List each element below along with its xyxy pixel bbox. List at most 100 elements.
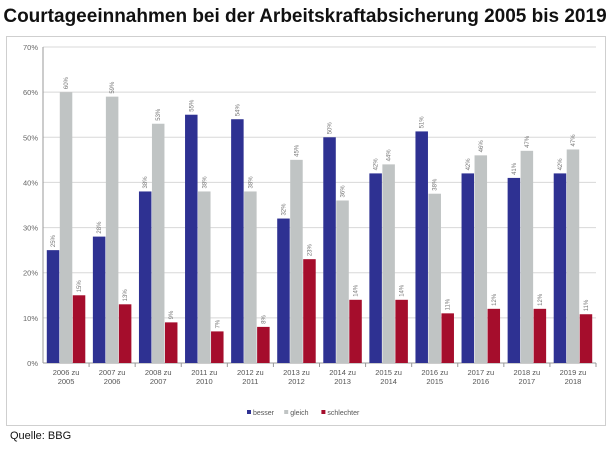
- bar-schlechter: [441, 313, 454, 363]
- bar-gleich: [59, 92, 73, 363]
- bar-gleich: [244, 191, 257, 363]
- x-tick-label: 2014 zu: [329, 368, 356, 377]
- data-label-schlechter: 15%: [77, 280, 83, 293]
- x-tick-label: 2011: [242, 377, 258, 386]
- bar-schlechter: [349, 299, 362, 363]
- bar-gleich: [520, 150, 534, 363]
- data-label-schlechter: 9%: [169, 310, 175, 319]
- x-tick-label: 2006 zu: [53, 368, 80, 377]
- bar-besser: [231, 119, 244, 363]
- x-tick-label: 2015: [426, 377, 443, 386]
- bar-gleich: [474, 155, 488, 363]
- bar-schlechter: [118, 304, 132, 363]
- legend-swatch: [247, 410, 251, 414]
- data-label-schlechter: 14%: [400, 284, 406, 297]
- x-tick-label: 2016 zu: [421, 368, 448, 377]
- data-label-gleich: 44%: [387, 149, 393, 162]
- x-tick-label: 2006: [104, 377, 121, 386]
- x-tick-label: 2014: [380, 377, 397, 386]
- x-tick-label: 2013: [334, 377, 351, 386]
- x-tick-label: 2012 zu: [237, 368, 264, 377]
- x-tick-label: 2013 zu: [283, 368, 310, 377]
- x-tick-label: 2005: [58, 377, 75, 386]
- data-label-gleich: 46%: [479, 140, 485, 153]
- bar-schlechter: [395, 299, 408, 363]
- data-label-schlechter: 23%: [307, 243, 313, 256]
- x-tick-label: 2019 zu: [560, 368, 587, 377]
- bar-schlechter: [579, 314, 593, 363]
- bar-gleich: [198, 191, 211, 363]
- bar-schlechter: [533, 308, 547, 363]
- legend-swatch: [321, 410, 326, 414]
- x-tick-label: 2018: [565, 377, 582, 386]
- legend-label: schlechter: [327, 410, 360, 417]
- page-title: Courtageeinnahmen bei der Arbeitskraftab…: [3, 6, 607, 27]
- data-label-besser: 38%: [143, 176, 149, 189]
- data-label-gleich: 53%: [156, 108, 162, 121]
- data-label-gleich: 47%: [525, 135, 531, 148]
- bar-besser: [323, 137, 336, 363]
- bar-chart: 0%10%20%30%40%50%60%70%25%60%15%2006 zu2…: [23, 43, 597, 417]
- bar-besser: [185, 114, 198, 363]
- bar-besser: [369, 173, 382, 363]
- bar-besser: [92, 236, 106, 363]
- x-tick-label: 2015 zu: [375, 368, 402, 377]
- data-label-besser: 42%: [466, 158, 472, 171]
- bar-schlechter: [257, 326, 270, 363]
- bar-schlechter: [72, 295, 86, 363]
- x-tick-label: 2007 zu: [99, 368, 126, 377]
- data-label-schlechter: 8%: [261, 315, 267, 324]
- data-label-schlechter: 14%: [354, 284, 360, 297]
- data-label-gleich: 38%: [248, 176, 254, 189]
- x-tick-label: 2012: [288, 377, 305, 386]
- y-tick-label: 0%: [27, 359, 38, 368]
- legend-swatch: [284, 410, 289, 414]
- bar-besser: [415, 131, 428, 363]
- data-label-besser: 41%: [512, 162, 518, 175]
- source-note: Quelle: BBG: [10, 430, 72, 442]
- bar-besser: [277, 218, 290, 363]
- bar-gleich: [151, 123, 165, 363]
- data-label-besser: 51%: [420, 116, 426, 129]
- data-label-besser: 32%: [281, 203, 287, 216]
- bar-schlechter: [164, 322, 178, 363]
- y-tick-label: 40%: [23, 178, 38, 187]
- data-label-schlechter: 11%: [584, 299, 590, 311]
- data-label-besser: 25%: [51, 234, 57, 247]
- bar-besser: [46, 250, 60, 363]
- data-label-schlechter: 13%: [123, 289, 129, 302]
- bar-gleich: [428, 193, 441, 363]
- legend-label: gleich: [290, 410, 308, 417]
- data-label-schlechter: 12%: [492, 293, 498, 306]
- legend-label: besser: [253, 410, 275, 417]
- y-tick-label: 20%: [23, 269, 38, 278]
- data-label-besser: 42%: [374, 158, 380, 171]
- data-label-gleich: 38%: [202, 176, 208, 189]
- data-label-gleich: 38%: [433, 178, 439, 191]
- bar-schlechter: [487, 308, 501, 363]
- bar-besser: [138, 191, 152, 363]
- data-label-gleich: 47%: [571, 134, 577, 147]
- y-tick-label: 50%: [23, 133, 38, 142]
- y-tick-label: 60%: [23, 88, 38, 97]
- y-tick-label: 70%: [23, 43, 38, 52]
- bar-schlechter: [303, 259, 316, 363]
- data-label-besser: 50%: [328, 122, 334, 135]
- data-label-gleich: 60%: [64, 76, 70, 89]
- bar-gleich: [105, 96, 119, 364]
- data-label-gleich: 36%: [341, 185, 347, 198]
- data-label-schlechter: 7%: [215, 319, 221, 328]
- data-label-gleich: 59%: [110, 81, 116, 94]
- data-label-besser: 54%: [235, 104, 241, 117]
- bar-besser: [461, 173, 475, 363]
- x-tick-label: 2011 zu: [191, 368, 217, 377]
- x-tick-label: 2016: [472, 377, 489, 386]
- data-label-schlechter: 12%: [538, 293, 544, 306]
- chart-frame: 0% 10% 20% 30% 40% 50% 60% 70% 25% 60% 15% 2006 zu 2…: [6, 36, 606, 426]
- x-tick-label: 2017: [519, 377, 536, 386]
- x-tick-label: 2017 zu: [467, 368, 494, 377]
- bar-schlechter: [211, 331, 224, 363]
- bar-besser: [553, 173, 567, 363]
- data-label-besser: 28%: [97, 221, 103, 234]
- bar-gleich: [290, 159, 303, 363]
